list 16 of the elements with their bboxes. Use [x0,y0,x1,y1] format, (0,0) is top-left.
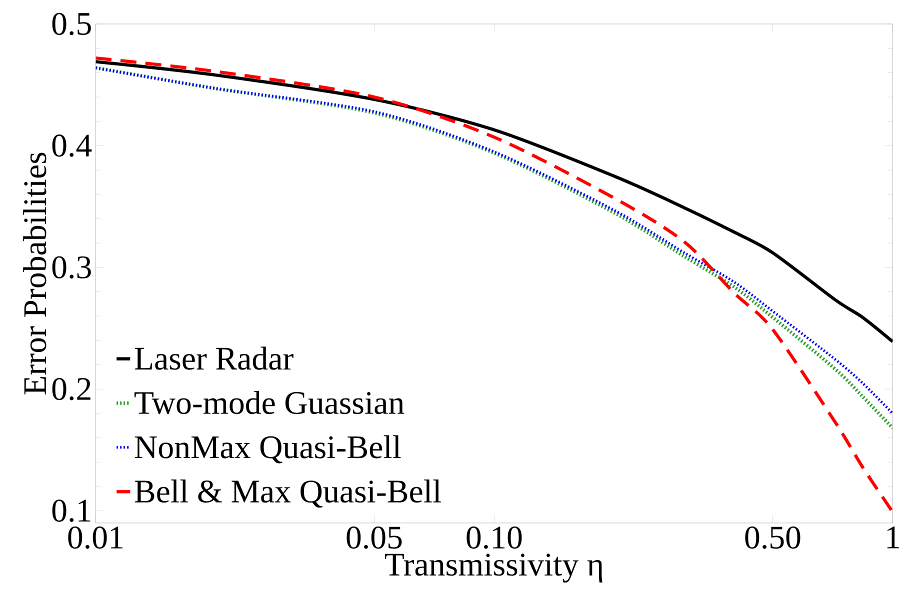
y-tick-label: 0.5 [52,12,91,36]
y-tick-label: 0.3 [52,256,91,279]
y-tick-label: 0.2 [52,378,90,400]
legend-label: Two-mode Guassian [134,390,404,414]
x-tick-label: 0.50 [745,526,800,549]
y-axis-title: Error Probabilities [23,152,46,394]
x-tick-label: 0.01 [68,526,122,549]
legend-label: NonMax Quasi-Bell [134,435,401,464]
y-tick-label: 0.4 [52,134,92,157]
x-tick-label: 0.05 [346,526,402,549]
legend-label: Laser Radar [134,346,294,370]
x-tick-label: 1 [887,526,899,548]
x-axis-title: Transmissivity η [384,554,602,583]
x-tick-label: 0.10 [466,526,522,549]
legend-label: Bell & Max Quasi-Bell [134,480,442,508]
y-tick-label: 0.1 [52,500,90,522]
